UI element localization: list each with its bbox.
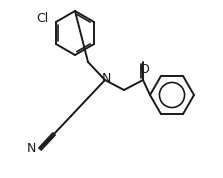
Text: N: N — [27, 142, 36, 155]
Text: Cl: Cl — [36, 12, 48, 25]
Text: N: N — [101, 72, 111, 85]
Text: O: O — [139, 63, 149, 76]
